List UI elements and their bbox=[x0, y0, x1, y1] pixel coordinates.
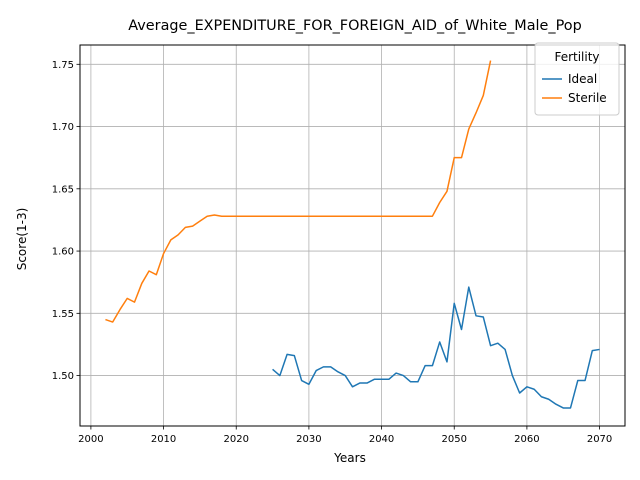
y-axis-ticks: 1.50 1.55 1.60 1.65 1.70 1.75 bbox=[52, 60, 80, 382]
x-tick-label: 2020 bbox=[224, 434, 249, 445]
x-tick-label: 2010 bbox=[151, 434, 176, 445]
chart-title: Average_EXPENDITURE_FOR_FOREIGN_AID_of_W… bbox=[128, 18, 581, 34]
y-tick-label: 1.65 bbox=[52, 184, 74, 195]
x-tick-label: 2060 bbox=[514, 434, 539, 445]
series-line-sterile bbox=[105, 60, 492, 323]
y-tick-label: 1.60 bbox=[52, 247, 74, 258]
y-tick-label: 1.55 bbox=[52, 309, 74, 320]
legend-title: Fertility bbox=[554, 50, 599, 64]
x-axis-label: Years bbox=[333, 451, 366, 465]
y-tick-label: 1.75 bbox=[52, 60, 74, 71]
plot-frame bbox=[79, 44, 626, 427]
legend-label-ideal: Ideal bbox=[568, 72, 597, 86]
legend-label-sterile: Sterile bbox=[568, 91, 607, 105]
y-tick-label: 1.50 bbox=[52, 371, 74, 382]
x-axis-ticks: 2000 2010 2020 2030 2040 2050 2060 2070 bbox=[78, 426, 612, 445]
y-tick-label: 1.70 bbox=[52, 122, 74, 133]
legend-box bbox=[534, 42, 620, 116]
series-lines bbox=[105, 60, 600, 409]
x-tick-label: 2050 bbox=[442, 434, 467, 445]
x-tick-label: 2040 bbox=[369, 434, 394, 445]
x-tick-label: 2070 bbox=[587, 434, 612, 445]
y-axis-label: Score(1-3) bbox=[15, 208, 29, 271]
x-tick-label: 2000 bbox=[78, 434, 103, 445]
series-line-ideal bbox=[272, 286, 600, 409]
x-tick-label: 2030 bbox=[296, 434, 321, 445]
legend: Fertility Ideal Sterile bbox=[534, 42, 620, 116]
